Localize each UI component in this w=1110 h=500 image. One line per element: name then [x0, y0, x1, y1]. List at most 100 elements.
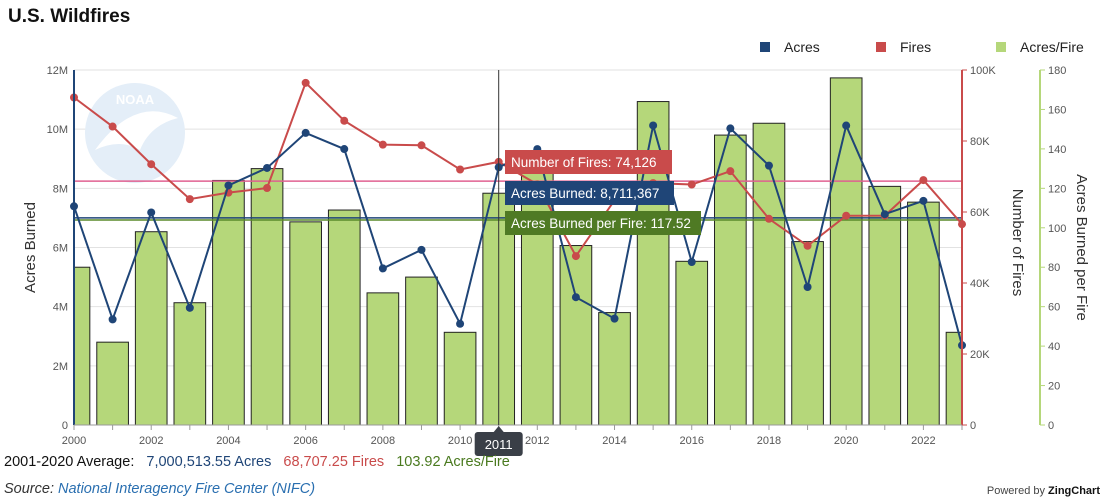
x-tick-label: 2022 [911, 435, 935, 447]
noaa-watermark-text: NOAA [116, 92, 155, 107]
y-left-tick-label: 8M [53, 183, 68, 195]
legend-swatch-acres [760, 42, 770, 52]
source-link[interactable]: National Interagency Fire Center (NIFC) [58, 481, 316, 497]
point-fires [340, 116, 349, 125]
point-acres [301, 128, 310, 137]
point-fires [687, 180, 696, 189]
bar-acres-per-fire [714, 134, 747, 426]
tooltip-fires-text: Number of Fires: 74,126 [511, 155, 657, 170]
point-fires [378, 140, 387, 149]
crosshair-label-box [474, 432, 523, 456]
legend-item-fires[interactable]: Fires [876, 39, 931, 55]
point-acres [610, 314, 619, 323]
crosshair-label-pointer [493, 426, 504, 432]
y-right-apf-tick-label: 100 [1048, 223, 1066, 235]
point-fires [571, 252, 580, 261]
y-left-tick-label: 10M [47, 124, 68, 136]
legend-item-acres-per-fire[interactable]: Acres/Fire [996, 39, 1084, 55]
x-tick-label: 2016 [679, 435, 703, 447]
point-fires [147, 160, 156, 169]
point-acres [340, 145, 349, 154]
point-acres [919, 196, 928, 205]
tooltip-acres-per-fire-text: Acres Burned per Fire: 117.52 [511, 216, 691, 231]
y-right-fires-tick-label: 100K [970, 65, 996, 77]
x-tick-label: 2004 [216, 435, 240, 447]
source-note: Source: National Interagency Fire Center… [4, 481, 315, 497]
bar-acres-per-fire [289, 221, 322, 426]
point-fires [842, 211, 851, 220]
point-acres [571, 293, 580, 302]
average-acres: 7,000,513.55 Acres [146, 454, 272, 470]
x-tick-label: 2000 [62, 435, 86, 447]
bar-acres-per-fire [96, 341, 129, 426]
y-left-axis-title: Acres Burned [22, 202, 39, 293]
point-acres [417, 245, 426, 254]
y-right-apf-tick-label: 160 [1048, 104, 1066, 116]
legend-label-acres-per-fire: Acres/Fire [1020, 39, 1084, 55]
point-acres [456, 319, 465, 328]
average-acres-per-fire: 103.92 Acres/Fire [396, 454, 510, 470]
bar-acres-per-fire [868, 185, 902, 426]
bar-acres-per-fire [212, 179, 245, 426]
x-tick-label: 2014 [602, 435, 626, 447]
bar-acres-per-fire [173, 302, 207, 426]
y-left-tick-label: 0 [62, 420, 68, 432]
powered-prefix: Powered by [986, 485, 1045, 497]
y-right-apf-tick-label: 60 [1048, 302, 1060, 314]
point-acres [764, 161, 773, 170]
average-fires: 68,707.25 Fires [283, 454, 385, 470]
bar-acres-per-fire [250, 168, 284, 426]
average-summary: 2001-2020 Average: 7,000,513.55 Acres 68… [4, 454, 518, 470]
x-tick-label: 2012 [525, 435, 549, 447]
y-left-tick-label: 6M [53, 243, 68, 255]
point-fires [803, 241, 812, 250]
y-right-apf-tick-label: 140 [1048, 144, 1066, 156]
bar-acres-per-fire [327, 209, 361, 426]
point-fires [417, 141, 426, 150]
x-tick-label: 2008 [371, 435, 395, 447]
point-acres [687, 257, 696, 266]
noaa-watermark-bird [95, 111, 178, 150]
bar-acres-per-fire [405, 276, 438, 426]
bar-acres-per-fire [559, 245, 593, 426]
crosshair-year-label: 2011 [485, 437, 513, 452]
bar-acres-per-fire [366, 292, 400, 426]
legend-item-acres[interactable]: Acres [760, 39, 820, 55]
chart-title: U.S. Wildfires [8, 6, 131, 27]
point-fires [764, 214, 773, 223]
legend-swatch-acres-per-fire [996, 42, 1006, 52]
bar-acres-per-fire [520, 172, 554, 426]
bar-acres-per-fire [829, 77, 863, 426]
y-right-fires-tick-label: 0 [970, 420, 976, 432]
point-fires [108, 122, 117, 131]
y-right-apf-tick-label: 180 [1048, 65, 1066, 77]
x-tick-label: 2010 [448, 435, 472, 447]
y-right-fires-tick-label: 40K [970, 278, 990, 290]
point-acres [842, 121, 851, 130]
point-acres [185, 303, 194, 312]
y-right-apf-tick-label: 40 [1048, 341, 1060, 353]
point-fires [919, 176, 928, 185]
point-fires [185, 195, 194, 204]
x-tick-label: 2018 [757, 435, 781, 447]
tooltip-acres-per-fire-box [505, 211, 701, 235]
legend-label-fires: Fires [900, 39, 932, 55]
point-acres [224, 181, 233, 190]
point-acres [649, 121, 658, 130]
x-tick-label: 2002 [139, 435, 163, 447]
point-fires [263, 184, 272, 193]
bar-acres-per-fire [675, 260, 709, 426]
y-left-tick-label: 4M [53, 302, 68, 314]
point-acres [726, 124, 735, 133]
point-acres [108, 315, 117, 324]
bar-acres-per-fire [134, 231, 168, 426]
x-tick-label: 2006 [293, 435, 317, 447]
y-right-fires-tick-label: 60K [970, 207, 990, 219]
bar-acres-per-fire [443, 331, 477, 426]
y-right-fires-axis-title: Number of Fires [1009, 189, 1026, 297]
tooltip-acres-box [505, 181, 674, 205]
y-right-apf-tick-label: 20 [1048, 381, 1060, 393]
bar-acres-per-fire [598, 312, 631, 426]
powered-by[interactable]: Powered by ZingChart [987, 485, 1100, 497]
